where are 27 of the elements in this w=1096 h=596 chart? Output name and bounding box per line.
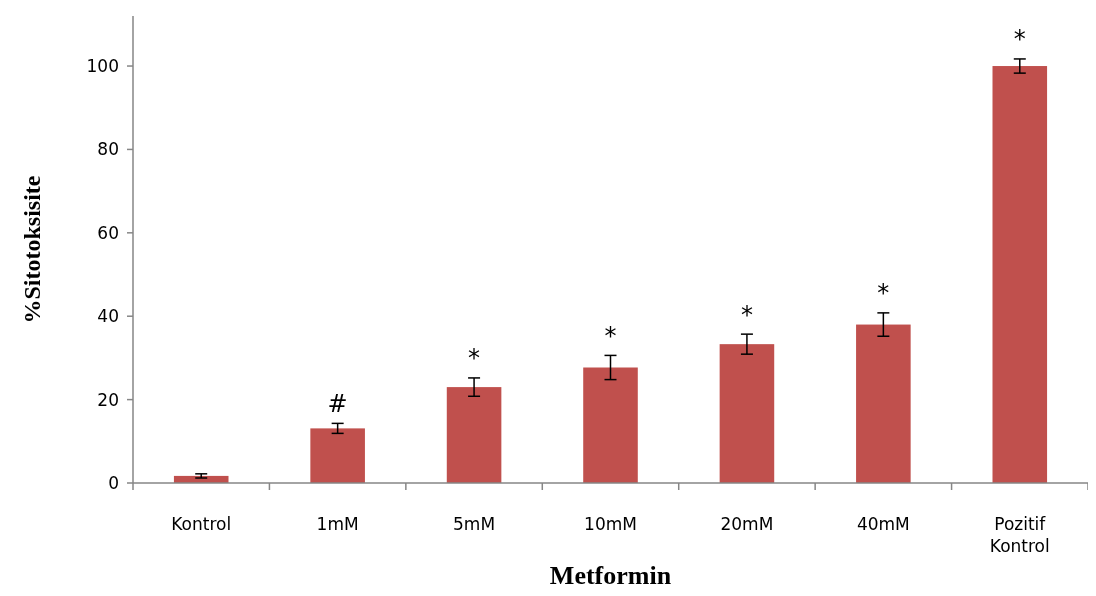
bar [719,344,775,483]
annotation: # [327,389,348,418]
x-tick-label: 1mM [316,514,359,534]
annotation: * [604,321,617,350]
y-tick-label: 0 [108,472,119,493]
x-tick-label: Pozitif Kontrol [989,514,1050,557]
y-tick-label: 40 [97,306,119,327]
bar [583,367,638,483]
annotation: * [740,300,753,329]
x-tick-label: 20mM [720,514,774,534]
y-axis-title: %Sitotoksisite [19,175,45,324]
x-tick-label: 10mM [584,514,637,534]
y-tick-label: 20 [97,389,119,410]
y-tick-label: 60 [97,222,119,243]
bar [310,428,365,483]
annotation: * [1013,25,1026,54]
x-tick-label: 40mM [856,514,910,534]
x-tick-label: Kontrol [171,514,232,534]
annotation: * [877,279,890,308]
bar [446,387,502,483]
x-axis-title: Metformin [549,561,672,590]
annotation: * [468,344,481,373]
x-tick-label: 5mM [453,514,496,534]
bar [992,66,1048,483]
y-tick-label: 100 [86,55,119,76]
bar [856,324,911,483]
y-tick-label: 80 [97,139,119,160]
